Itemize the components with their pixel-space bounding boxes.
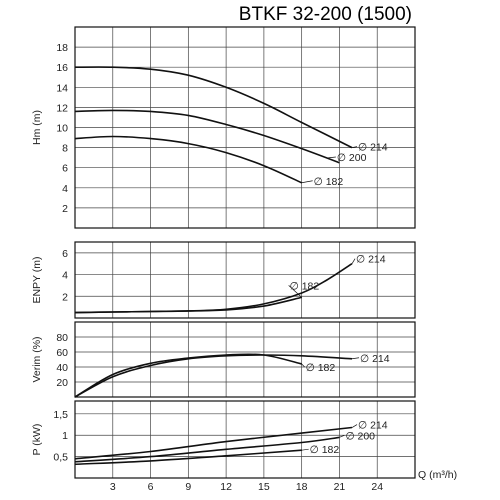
curve-label: ∅ 214 <box>356 254 386 266</box>
plot-frame <box>74 241 416 319</box>
y-tick-label: 4 <box>62 183 68 195</box>
curve-power-2 <box>74 449 302 466</box>
y-tick-label: 8 <box>62 143 68 155</box>
curve-label: ∅ 214 <box>360 353 390 365</box>
curve-leader <box>301 180 313 184</box>
y-tick-label: 6 <box>62 163 68 175</box>
plot-frame <box>74 26 416 229</box>
curve-power-0 <box>74 426 353 460</box>
curve-npsh-1 <box>74 296 302 314</box>
curve-label: ∅ 214 <box>358 420 388 432</box>
curve-leader <box>326 156 336 159</box>
curve-leader <box>301 448 309 451</box>
curve-label: ∅ 182 <box>314 176 344 188</box>
y-axis-label: P (kW) <box>31 424 43 456</box>
curve-label: ∅ 200 <box>345 430 375 442</box>
curve-label: ∅ 182 <box>310 444 340 456</box>
y-tick-label: 1 <box>62 430 68 442</box>
panel-efficiency: 20 40 60 80 Verim (%) ∅ 214 ∅ 182 <box>31 321 416 398</box>
y-axis-label: Hm (m) <box>31 110 43 145</box>
y-tick-label: 40 <box>56 362 68 374</box>
y-tick-label: 4 <box>62 270 68 282</box>
curve-head-1 <box>74 109 340 164</box>
curve-label: ∅ 182 <box>306 362 336 374</box>
x-tick-label: 24 <box>371 481 383 493</box>
panel-head: 2 4 6 8 10 12 14 16 18 Hm (m) ∅ 214∅ 200 ∅ 182 <box>31 26 416 229</box>
y-tick-label: 2 <box>62 291 68 303</box>
curve-head-0 <box>74 66 353 149</box>
y-tick-label: 14 <box>56 82 68 94</box>
chart-title: BTKF 32-200 (1500) <box>239 4 412 25</box>
curve-efficiency-1 <box>74 353 302 398</box>
x-tick-label: 3 <box>110 481 116 493</box>
plot-frame <box>74 321 416 398</box>
y-tick-label: 18 <box>56 42 68 54</box>
curve-leader <box>351 146 358 148</box>
curve-head-2 <box>74 135 303 184</box>
curve-leader <box>301 363 305 368</box>
x-tick-label: 18 <box>296 481 308 493</box>
y-tick-label: 80 <box>56 332 68 344</box>
y-tick-label: 60 <box>56 347 68 359</box>
y-tick-label: 10 <box>56 123 68 135</box>
y-tick-label: 1,5 <box>53 409 68 421</box>
panel-npsh: 2 4 6 ENPY (m) ∅ 214 ∅ 182 <box>31 241 416 319</box>
y-tick-label: 6 <box>62 248 68 260</box>
curve-leader <box>351 424 358 428</box>
y-tick-label: 0,5 <box>53 452 68 464</box>
curve-leader <box>351 357 360 360</box>
plot-frame <box>74 400 416 479</box>
y-tick-label: 16 <box>56 62 68 74</box>
y-tick-label: 12 <box>56 102 68 114</box>
x-tick-label: 15 <box>258 481 270 493</box>
y-tick-label: 2 <box>62 203 68 215</box>
curve-label: ∅ 214 <box>358 142 388 154</box>
x-tick-label: 6 <box>148 481 154 493</box>
x-tick-label: 12 <box>220 481 232 493</box>
x-axis-label: Q (m³/h) <box>418 469 457 481</box>
y-axis-label: Verim (%) <box>31 336 43 382</box>
curve-label: ∅ 200 <box>337 152 367 164</box>
x-tick-label: 21 <box>334 481 346 493</box>
curve-leader <box>351 258 356 264</box>
curve-leader <box>339 435 345 438</box>
curve-power-1 <box>74 436 340 463</box>
x-axis: 3 6 9 12 15 18 21 24 <box>110 481 383 493</box>
y-tick-label: 20 <box>56 377 68 389</box>
curve-label: ∅ 182 <box>290 280 320 292</box>
x-tick-label: 9 <box>185 481 191 493</box>
panel-power: 0,5 1 1,5 P (kW) ∅ 214∅ 200 ∅ 182 <box>31 400 416 479</box>
curve-leader <box>288 285 302 298</box>
y-axis-label: ENPY (m) <box>31 256 43 303</box>
